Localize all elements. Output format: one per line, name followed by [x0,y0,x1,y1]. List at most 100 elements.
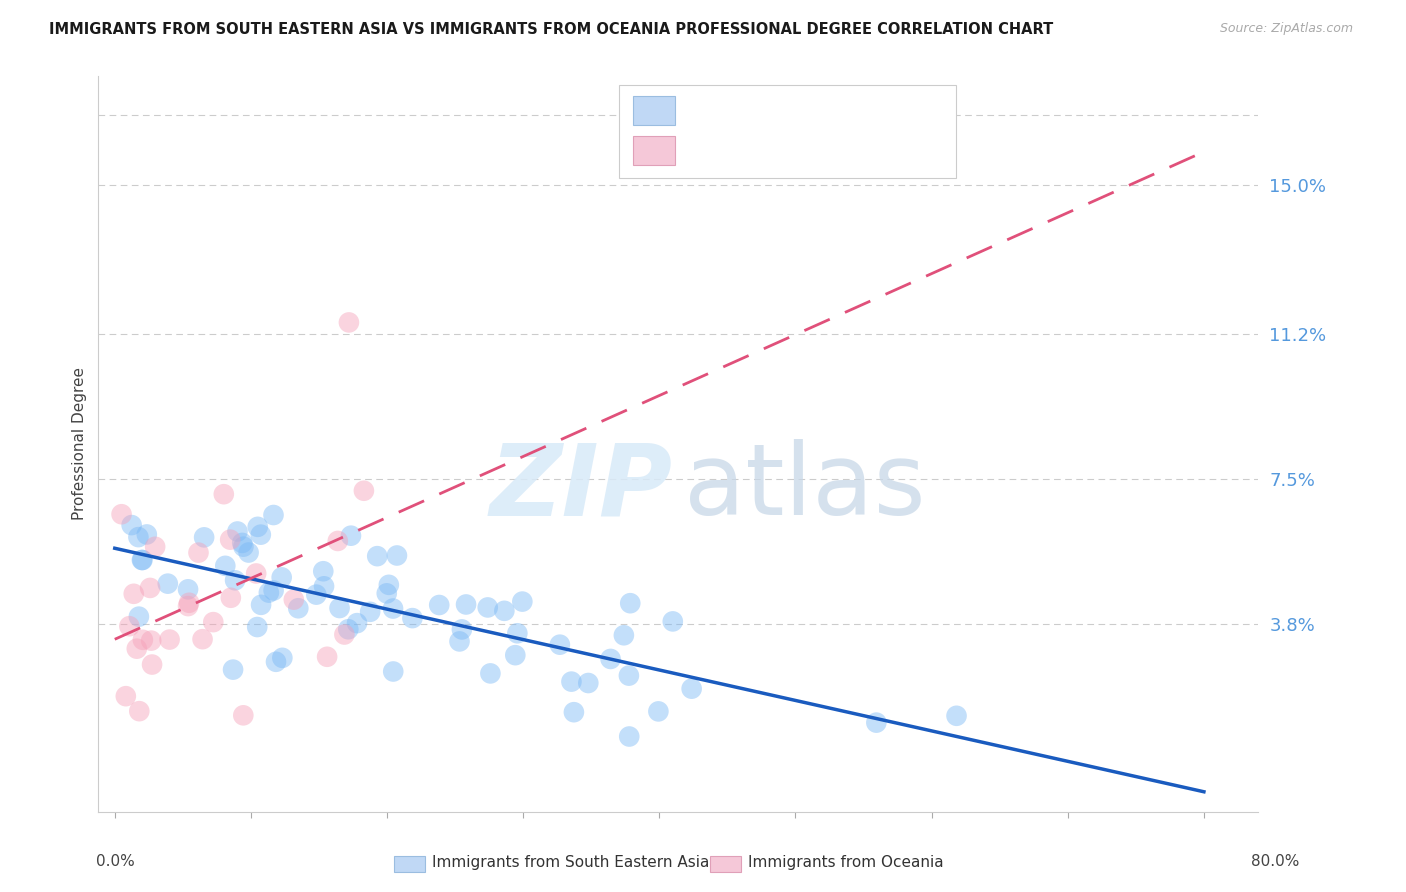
Point [128,704,150,718]
Point [246,620,269,634]
Text: atlas: atlas [685,440,925,536]
Point [619,596,641,610]
Text: IMMIGRANTS FROM SOUTH EASTERN ASIA VS IMMIGRANTS FROM OCEANIA PROFESSIONAL DEGRE: IMMIGRANTS FROM SOUTH EASTERN ASIA VS IM… [49,22,1053,37]
Point [264,655,287,669]
Text: 66: 66 [823,95,845,113]
Point [945,708,967,723]
Point [114,689,136,703]
Y-axis label: Professional Degree: Professional Degree [72,368,87,520]
Point [647,705,669,719]
Point [346,616,368,631]
Point [131,553,153,567]
Point [143,540,166,554]
Point [312,579,335,593]
Point [305,588,328,602]
Point [159,632,181,647]
Point [271,650,294,665]
Point [214,558,236,573]
Point [246,520,269,534]
Text: 28: 28 [823,136,845,153]
Point [202,615,225,629]
Text: ZIP: ZIP [489,440,672,536]
Point [232,708,254,723]
Point [135,527,157,541]
Point [177,582,200,597]
Text: N =: N = [785,136,832,153]
Point [283,592,305,607]
Point [617,668,640,682]
Point [257,585,280,599]
Point [312,564,335,578]
Point [270,570,292,584]
Point [385,549,408,563]
Point [337,622,360,636]
Text: R =: R = [685,95,721,113]
Text: 80.0%: 80.0% [1251,854,1299,869]
Point [326,533,349,548]
Text: -0.031: -0.031 [713,136,772,153]
Point [131,553,153,567]
Point [249,527,271,541]
Point [263,508,285,522]
Point [212,487,235,501]
Point [231,536,253,550]
Text: Source: ZipAtlas.com: Source: ZipAtlas.com [1219,22,1353,36]
Text: 0.0%: 0.0% [96,854,135,869]
Text: -0.747: -0.747 [713,95,772,113]
Point [340,529,363,543]
Point [263,583,285,598]
Point [333,627,356,641]
Text: Immigrants from South Eastern Asia: Immigrants from South Eastern Asia [432,855,709,871]
Point [132,632,155,647]
Point [337,315,360,329]
Point [494,604,516,618]
Point [226,524,249,539]
Point [681,681,703,696]
Point [427,598,450,612]
Point [613,628,636,642]
Point [449,634,471,648]
Point [562,705,585,719]
Point [329,601,352,615]
Point [382,601,405,615]
Point [141,633,163,648]
Point [219,591,242,605]
Point [187,546,209,560]
Point [359,605,381,619]
Point [156,576,179,591]
Point [121,518,143,533]
Point [250,598,273,612]
Point [548,638,571,652]
Point [477,600,499,615]
Point [193,530,215,544]
Point [366,549,388,563]
Point [479,666,502,681]
Point [382,665,405,679]
Point [454,598,477,612]
Point [353,483,375,498]
Point [316,649,339,664]
Point [451,623,474,637]
Text: Immigrants from Oceania: Immigrants from Oceania [748,855,943,871]
Point [512,594,534,608]
Point [619,730,641,744]
Point [238,545,260,559]
Point [141,657,163,672]
Text: N =: N = [785,95,832,113]
Point [662,615,685,629]
Point [378,578,401,592]
Point [222,663,245,677]
Point [122,587,145,601]
Point [505,648,527,662]
Point [110,507,132,521]
Point [118,619,141,633]
Point [191,632,214,647]
Point [139,581,162,595]
Point [177,599,200,613]
Point [127,530,149,544]
Point [179,596,201,610]
Point [576,676,599,690]
Point [560,674,582,689]
Point [125,641,148,656]
Point [245,566,267,581]
